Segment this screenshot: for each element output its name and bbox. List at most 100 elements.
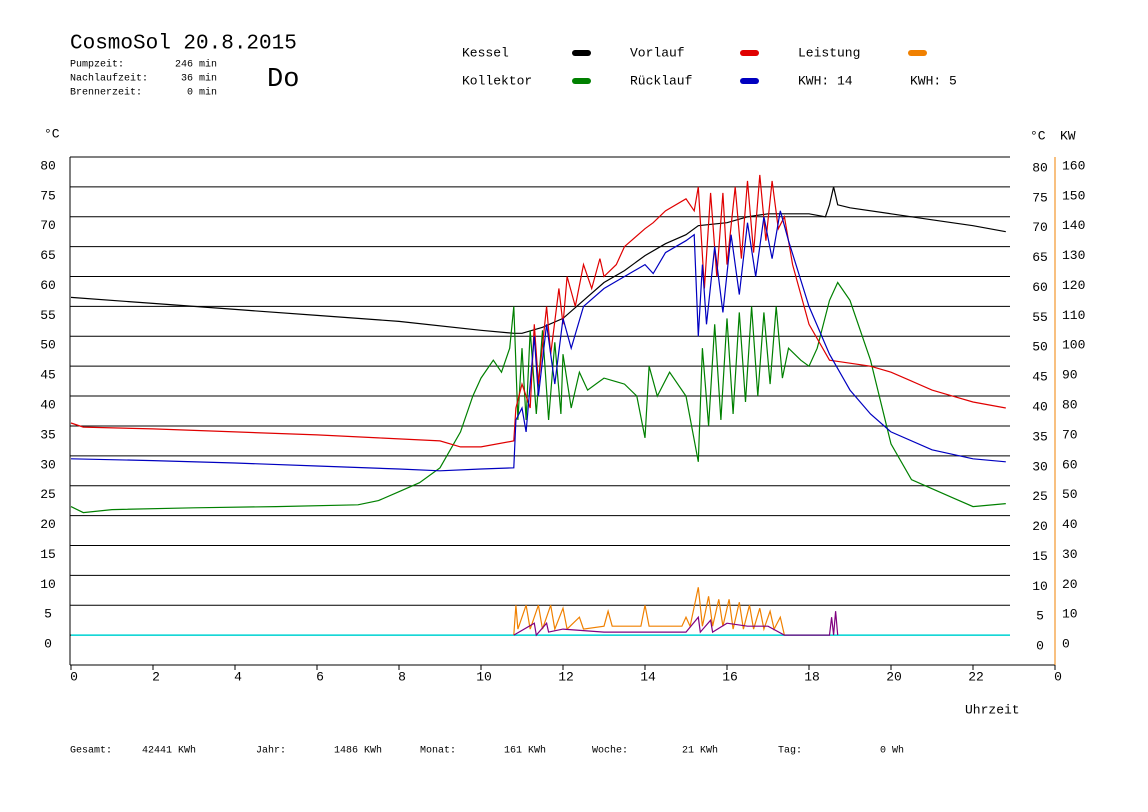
y2-tick-label: 80 [1062,397,1078,412]
y-tick-label-right: 25 [1032,489,1048,504]
y-tick-label: 20 [40,517,56,532]
x-tick-label: 6 [316,669,324,684]
y-tick-label-right: 60 [1032,280,1048,295]
y-tick-label-right: 50 [1032,340,1048,355]
y-tick-label: 50 [40,338,56,353]
x-tick-label: 16 [722,669,738,684]
series-line [513,587,785,636]
x-axis-label: Uhrzeit [965,702,1020,717]
y-tick-label: 65 [40,248,56,263]
y-tick-label-right: 0 [1036,639,1044,654]
legend-label: Kollektor [462,73,532,88]
y2-tick-label: 140 [1062,218,1085,233]
stat-label: Nachlaufzeit: [70,73,148,85]
stat-value: 36 min [181,73,217,85]
y2-tick-label: 10 [1062,607,1078,622]
y-tick-label-right: 75 [1032,190,1048,205]
y-tick-label-right: 40 [1032,399,1048,414]
y-tick-label-right: 5 [1036,609,1044,624]
y2-tick-label: 150 [1062,188,1085,203]
y-tick-label: 5 [44,607,52,622]
y2-tick-label: 120 [1062,278,1085,293]
chart-title: CosmoSol 20.8.2015 [70,33,297,56]
series-line [70,174,1006,448]
y-tick-label: 15 [40,547,56,562]
legend-label: Leistung [798,45,860,60]
x-tick-label: 4 [234,669,242,684]
y-tick-label-right: 80 [1032,160,1048,175]
stat-label: Brennerzeit: [70,87,142,99]
kwh-label: KWH: 14 [798,73,853,88]
y2-unit: KW [1060,128,1076,143]
series-line [513,611,839,637]
footer-label: Jahr: [256,745,286,757]
footer-value: 42441 KWh [142,745,196,757]
y-tick-label: 35 [40,427,56,442]
footer-label: Gesamt: [70,746,112,757]
y2-tick-label: 0 [1062,637,1070,652]
stat-value: 246 min [175,59,217,71]
y-tick-label-right: 35 [1032,429,1048,444]
y2-tick-label: 20 [1062,577,1078,592]
y-tick-label: 25 [40,487,56,502]
x-tick-label: 0 [1054,669,1062,684]
y-unit: °C [44,126,60,141]
footer-value: 1486 KWh [334,745,382,757]
legend-label: Rücklauf [630,73,692,88]
footer-value: 161 KWh [504,745,546,757]
y-tick-label: 80 [40,158,56,173]
y2-tick-label: 160 [1062,158,1085,173]
series-line [70,186,1006,334]
y2-tick-label: 60 [1062,457,1078,472]
footer-label: Woche: [592,745,628,757]
legend-label: Kessel [462,45,509,60]
y2-unit-left: °C [1030,128,1046,143]
y-tick-label: 40 [40,397,56,412]
x-tick-label: 2 [152,669,160,684]
x-tick-label: 14 [640,669,656,684]
y-tick-label-right: 45 [1032,370,1048,385]
y-tick-label: 10 [40,577,56,592]
y2-tick-label: 100 [1062,338,1085,353]
y-tick-label: 60 [40,278,56,293]
y-tick-label-right: 15 [1032,549,1048,564]
footer-label: Tag: [778,746,802,757]
x-tick-label: 22 [968,669,984,684]
y-tick-label-right: 55 [1032,310,1048,325]
footer-value: 21 KWh [682,745,718,757]
x-tick-label: 8 [398,669,406,684]
y-tick-label-right: 10 [1032,579,1048,594]
footer-value: 0 Wh [880,745,904,757]
y-tick-label: 30 [40,457,56,472]
footer-label: Monat: [420,746,456,757]
y2-tick-label: 110 [1062,308,1085,323]
y-tick-label: 75 [40,188,56,203]
y-tick-label-right: 65 [1032,250,1048,265]
stat-label: Pumpzeit: [70,59,124,71]
weekday: Do [267,65,299,95]
x-tick-label: 20 [886,669,902,684]
stat-value: 0 min [187,87,217,99]
x-tick-label: 0 [70,669,78,684]
y-tick-label: 55 [40,308,56,323]
y-tick-label-right: 30 [1032,459,1048,474]
x-tick-label: 18 [804,669,820,684]
x-tick-label: 12 [558,669,574,684]
y-tick-label: 45 [40,368,56,383]
y-tick-label: 0 [44,637,52,652]
y-tick-label: 70 [40,218,56,233]
kwh-label: KWH: 5 [910,73,957,88]
series-line [70,281,1006,514]
series-line [70,210,1006,472]
legend-label: Vorlauf [630,45,685,60]
y-tick-label-right: 20 [1032,519,1048,534]
y-tick-label-right: 70 [1032,220,1048,235]
y2-tick-label: 90 [1062,368,1078,383]
x-tick-label: 10 [476,669,492,684]
y2-tick-label: 70 [1062,427,1078,442]
y2-tick-label: 40 [1062,517,1078,532]
y2-tick-label: 30 [1062,547,1078,562]
y2-tick-label: 130 [1062,248,1085,263]
y2-tick-label: 50 [1062,487,1078,502]
